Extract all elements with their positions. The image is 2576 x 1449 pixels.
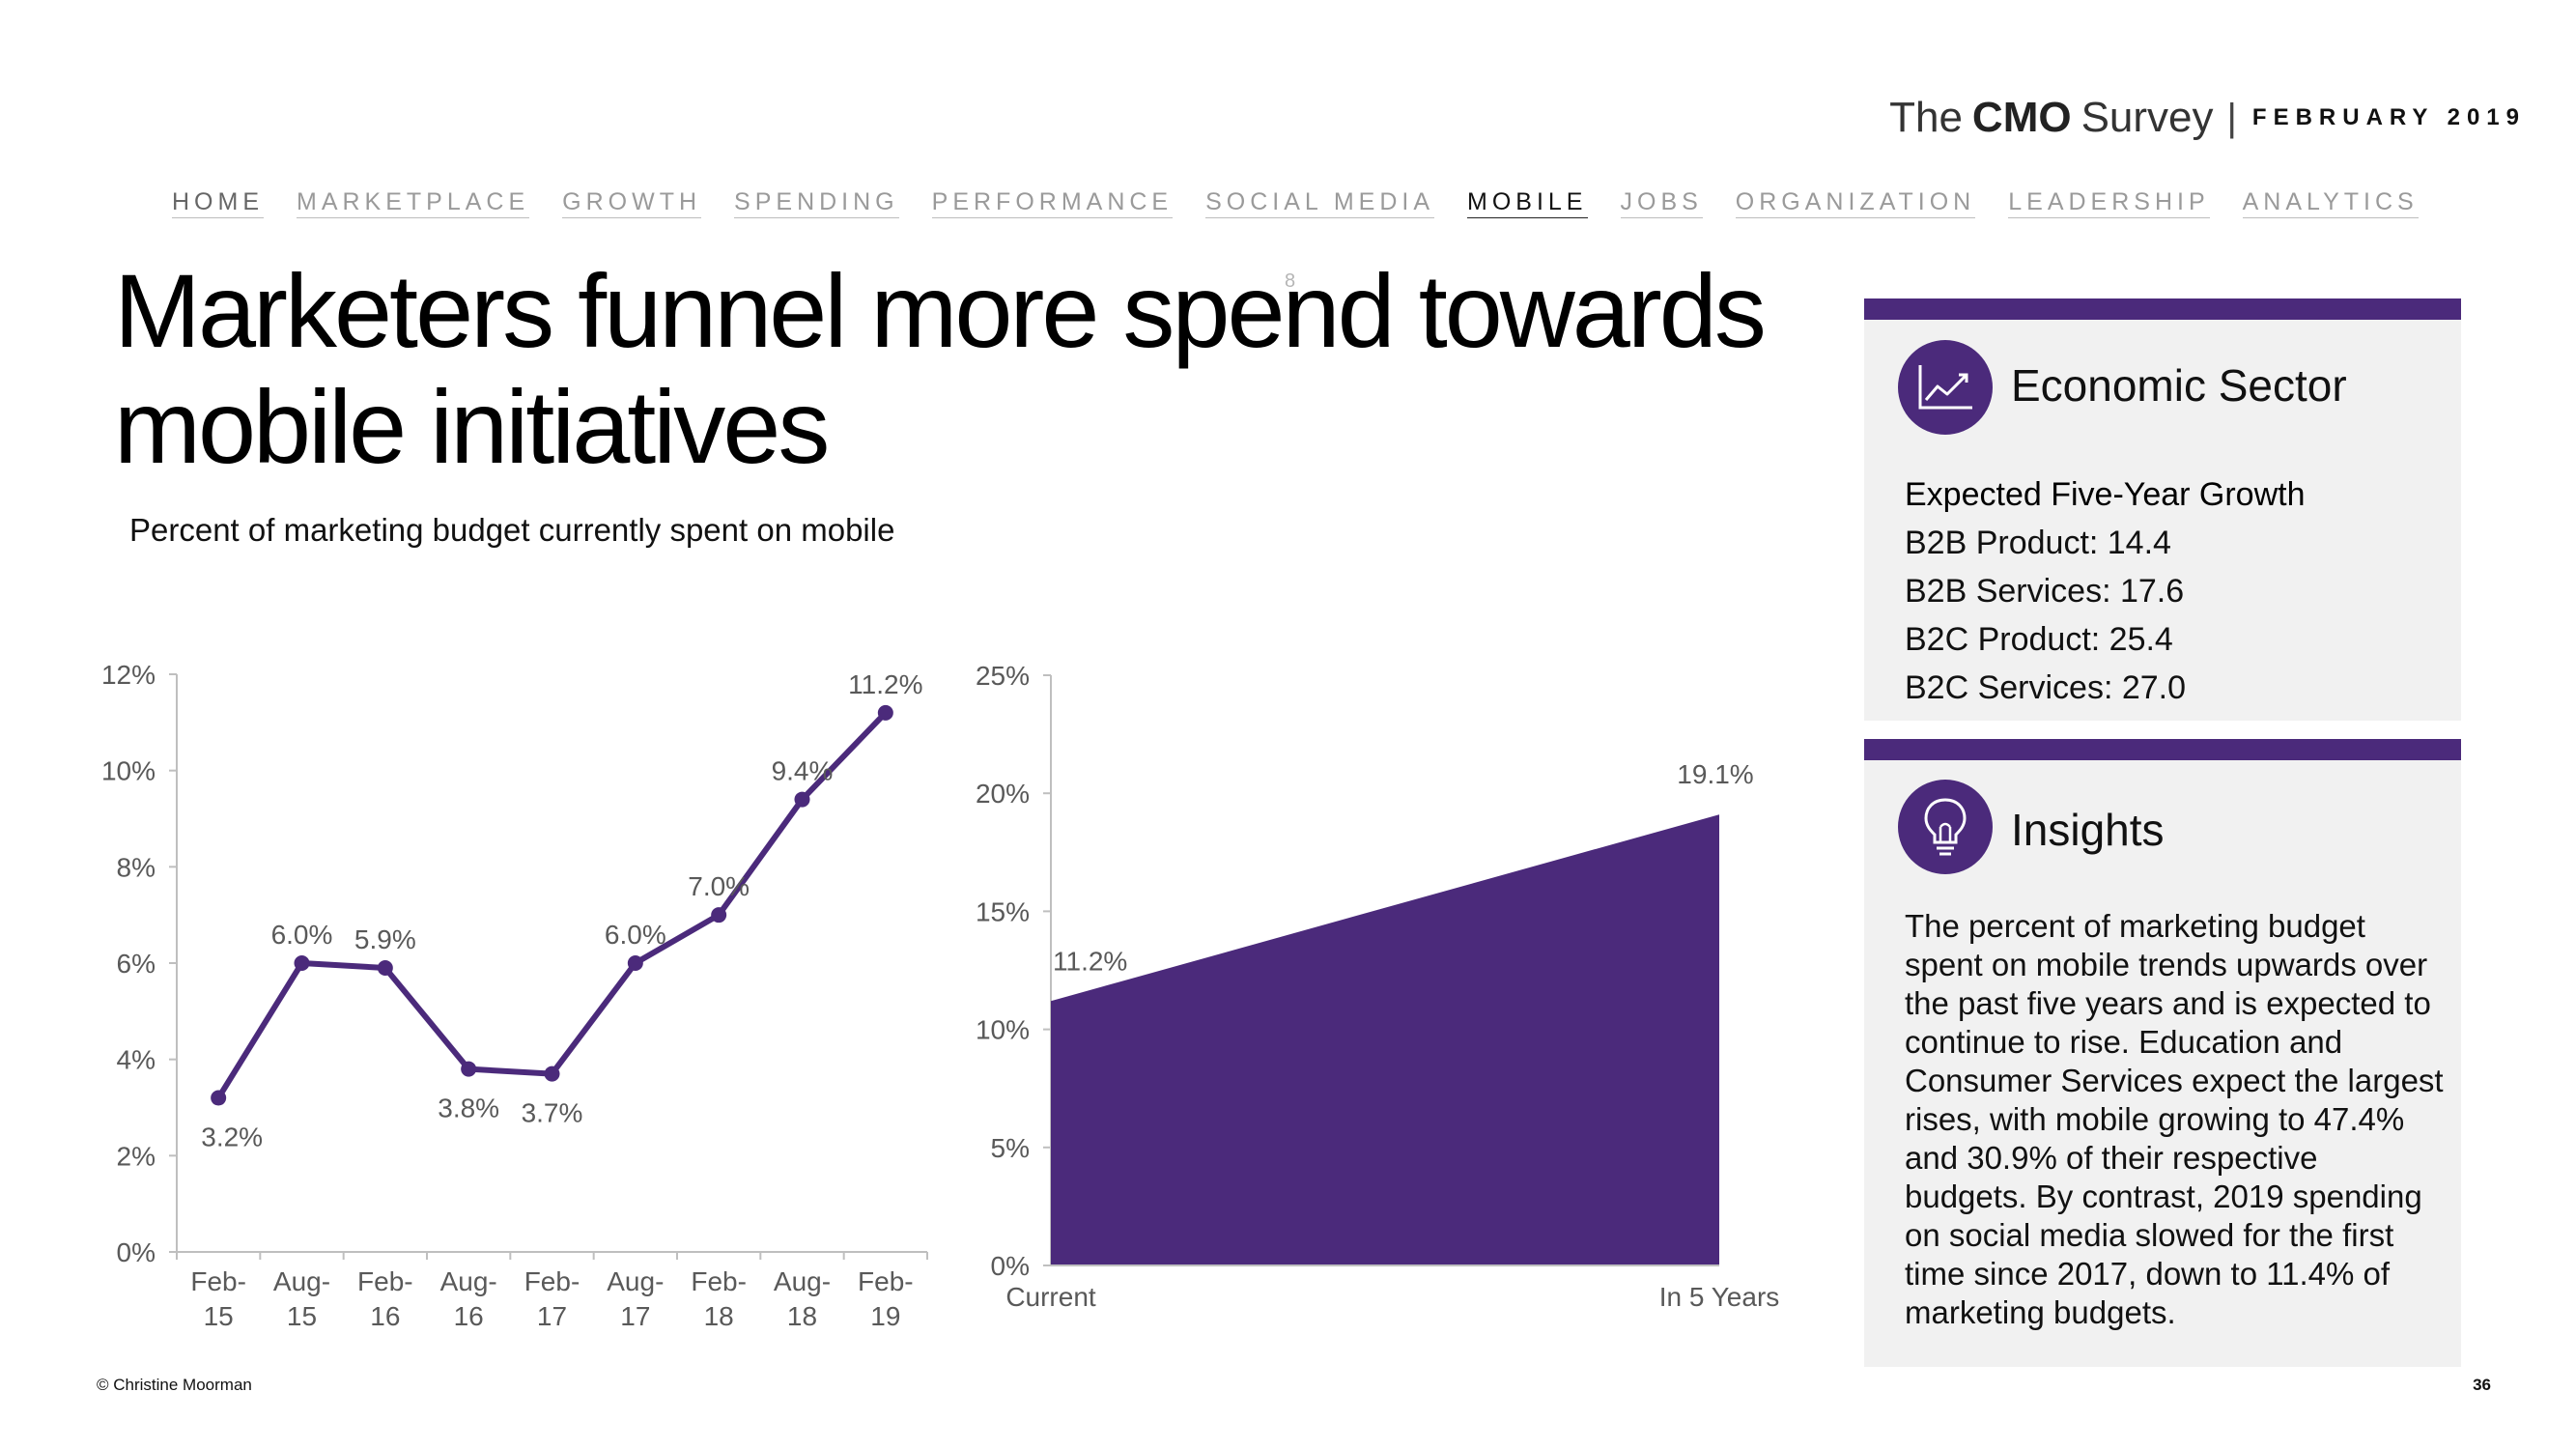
brand-survey: Survey (2081, 94, 2214, 141)
data-label: 19.1% (1677, 759, 1753, 789)
y-tick-label: 10% (976, 1015, 1030, 1045)
data-label: 9.4% (772, 756, 834, 786)
nav-mobile[interactable]: MOBILE (1467, 188, 1588, 218)
series-area (1051, 814, 1719, 1265)
nav-spending[interactable]: SPENDING (734, 188, 899, 218)
y-tick-label: 2% (117, 1141, 156, 1171)
y-tick-label: 15% (976, 896, 1030, 926)
line-chart-icon (1898, 340, 1993, 435)
nav-performance[interactable]: PERFORMANCE (931, 188, 1174, 218)
sector-item-b2c-product: B2C Product: 25.4 (1905, 621, 2173, 658)
brand-the: The (1889, 94, 1963, 141)
data-point (294, 955, 310, 971)
x-tick-label: Aug-16 (440, 1266, 497, 1331)
data-label: 7.0% (688, 871, 750, 901)
sector-item-b2b-product: B2B Product: 14.4 (1905, 525, 2171, 561)
y-tick-label: 12% (101, 660, 156, 690)
line-chart: 0% 2% 4% 6% 8% 10% 12% Feb-15 Aug-15 Feb-16 Aug-16… (101, 660, 928, 1331)
copyright: © Christine Moorman (97, 1376, 252, 1394)
data-point (794, 791, 810, 808)
brand-separator: | (2226, 96, 2237, 139)
brand-date: FEBRUARY 2019 (2251, 104, 2526, 130)
data-label: 11.2% (848, 669, 922, 699)
data-point (377, 959, 393, 976)
y-tick-label: 5% (991, 1133, 1030, 1163)
x-tick-label: Current (1005, 1282, 1096, 1312)
stray-mark: 8 (1285, 270, 1296, 292)
economic-sector-list: Expected Five-Year Growth B2B Product: 1… (1905, 470, 2306, 712)
y-tick-label: 4% (117, 1045, 156, 1075)
economic-sector-heading: Economic Sector (2011, 360, 2347, 411)
page-title: Marketers funnel more spend towards mobi… (114, 252, 1767, 485)
nav-marketplace[interactable]: MARKETPLACE (297, 188, 530, 218)
insights-heading: Insights (2011, 805, 2165, 855)
brand-header: The CMO Survey | FEBRUARY 2019 (1889, 89, 2526, 147)
economic-sector-panel: Economic Sector Expected Five-Year Growt… (1864, 298, 2461, 721)
data-point (211, 1090, 227, 1106)
nav-social-media[interactable]: SOCIAL MEDIA (1205, 188, 1435, 218)
sector-item-b2c-services: B2C Services: 27.0 (1905, 669, 2187, 706)
insights-panel: Insights The percent of marketing budget… (1864, 739, 2461, 1367)
x-tick-label: Aug-18 (774, 1266, 831, 1331)
data-label: 3.8% (438, 1094, 499, 1123)
nav-jobs[interactable]: JOBS (1620, 188, 1703, 218)
sector-item-b2b-services: B2B Services: 17.6 (1905, 573, 2185, 610)
y-tick-label: 8% (117, 852, 156, 882)
data-label: 5.9% (354, 924, 416, 954)
x-tick-label: Feb-15 (190, 1266, 246, 1331)
y-tick-label: 6% (117, 949, 156, 979)
x-tick-label: Feb-19 (858, 1266, 914, 1331)
insights-text: The percent of marketing budget spent on… (1905, 908, 2444, 1330)
y-tick-label: 0% (991, 1251, 1030, 1281)
x-tick-label: Aug-17 (607, 1266, 664, 1331)
y-tick-label: 10% (101, 756, 156, 786)
x-tick-label: In 5 Years (1659, 1282, 1780, 1312)
nav-home[interactable]: HOME (172, 188, 264, 218)
data-point (711, 907, 727, 923)
panel-accent-bar (1864, 739, 2461, 760)
lightbulb-icon (1898, 780, 1993, 874)
x-tick-label: Feb-17 (524, 1266, 580, 1331)
nav-analytics[interactable]: ANALYTICS (2242, 188, 2419, 218)
data-label: 3.7% (522, 1098, 583, 1128)
data-point (877, 704, 893, 721)
y-tick-label: 25% (976, 661, 1030, 691)
y-tick-label: 20% (976, 779, 1030, 809)
nav-organization[interactable]: ORGANIZATION (1735, 188, 1976, 218)
brand-cmo: CMO (1971, 94, 2072, 141)
data-label: 11.2% (1053, 946, 1127, 976)
panel-accent-bar (1864, 298, 2461, 320)
data-point (461, 1061, 477, 1077)
x-tick-label: Feb-16 (357, 1266, 413, 1331)
x-tick-label: Feb-18 (691, 1266, 747, 1331)
nav-growth[interactable]: GROWTH (562, 188, 702, 218)
data-label: 6.0% (271, 920, 333, 950)
data-point (544, 1065, 560, 1082)
y-tick-label: 0% (117, 1237, 156, 1267)
page-number: 36 (2473, 1376, 2491, 1394)
chart-subtitle: Percent of marketing budget currently sp… (129, 512, 895, 548)
nav-leadership[interactable]: LEADERSHIP (2008, 188, 2210, 218)
data-label: 3.2% (201, 1122, 263, 1152)
top-nav: HOME MARKETPLACE GROWTH SPENDING PERFORMANCE… (172, 188, 2451, 218)
data-point (627, 955, 643, 971)
growth-subheading: Expected Five-Year Growth (1905, 476, 2306, 513)
data-label: 6.0% (605, 920, 666, 950)
x-tick-label: Aug-15 (273, 1266, 330, 1331)
area-chart: 0% 5% 10% 15% 20% 25% Current In 5 Years 11.2% 19… (976, 661, 1780, 1312)
